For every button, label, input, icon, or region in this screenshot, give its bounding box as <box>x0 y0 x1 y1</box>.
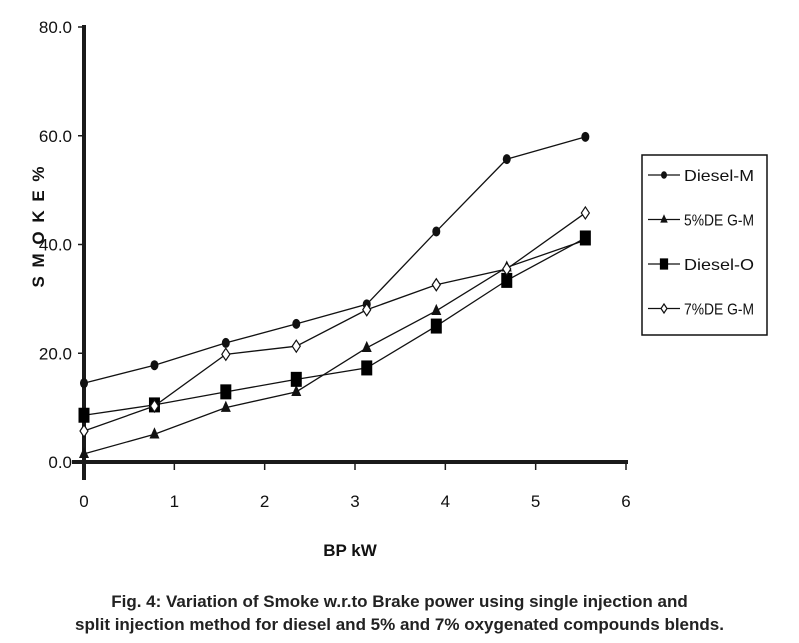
legend-item: 7%DE G-M <box>648 302 754 319</box>
series-diesel-m <box>80 131 590 389</box>
y-axis-title: S M O K E % <box>29 164 48 287</box>
x-ticks: 0 1 2 3 4 5 6 <box>79 462 631 511</box>
data-point-square <box>78 407 90 423</box>
y-tick-label: 0.0 <box>48 453 72 472</box>
data-point-circle <box>661 171 667 179</box>
data-point-triangle <box>79 446 89 459</box>
data-point-triangle <box>149 427 160 439</box>
y-tick-label: 20.0 <box>39 344 72 363</box>
x-tick-label: 2 <box>260 492 269 511</box>
data-point-square <box>290 371 302 387</box>
data-point-open-diamond <box>291 339 302 354</box>
data-point-triangle <box>361 340 372 353</box>
data-point-triangle <box>220 400 231 412</box>
data-point-square <box>430 318 442 334</box>
data-point-square <box>501 272 513 288</box>
series-group <box>78 131 591 459</box>
series-5-de-g-m <box>79 233 591 459</box>
data-point-open-diamond <box>221 347 231 362</box>
data-point-triangle <box>431 303 442 316</box>
data-point-triangle <box>660 214 668 223</box>
x-tick-label: 1 <box>170 492 179 511</box>
legend-item: 5%DE G-M <box>648 213 754 230</box>
caption-line-2: split injection method for diesel and 5%… <box>75 615 724 634</box>
y-tick-label: 40.0 <box>39 236 72 255</box>
data-point-open-diamond <box>149 398 160 414</box>
legend-label: Diesel-O <box>684 257 754 274</box>
x-tick-label: 3 <box>350 492 359 511</box>
data-point-circle <box>221 337 230 348</box>
x-tick-label: 5 <box>531 492 540 511</box>
data-point-open-diamond <box>580 205 591 221</box>
data-point-open-diamond <box>431 277 442 292</box>
legend-label: 5%DE G-M <box>684 213 754 230</box>
data-point-square <box>220 384 232 400</box>
data-point-circle <box>80 378 88 389</box>
data-point-square <box>579 230 591 246</box>
data-point-circle <box>432 226 441 237</box>
data-point-open-diamond <box>362 302 372 317</box>
legend-label: 7%DE G-M <box>684 302 754 319</box>
data-point-open-diamond <box>79 423 89 439</box>
data-point-square <box>659 258 669 270</box>
legend: Diesel-M 5%DE G-M Diesel-O 7%DE G-M <box>641 154 768 336</box>
data-point-open-diamond <box>660 302 668 315</box>
caption-line-1: Fig. 4: Variation of Smoke w.r.to Brake … <box>111 592 688 611</box>
y-tick-label: 80.0 <box>39 18 72 37</box>
data-point-circle <box>581 131 590 142</box>
figure-caption: Fig. 4: Variation of Smoke w.r.to Brake … <box>0 590 799 636</box>
x-tick-label: 4 <box>441 492 450 511</box>
legend-item: Diesel-M <box>648 168 754 185</box>
data-point-open-diamond <box>502 261 512 277</box>
series-line <box>83 239 586 455</box>
series-7-de-g-m <box>79 205 591 439</box>
series-line <box>83 136 586 384</box>
data-point-circle <box>292 318 301 329</box>
x-tick-label: 0 <box>79 492 88 511</box>
y-ticks: 0.0 20.0 40.0 60.0 80.0 <box>39 18 84 472</box>
legend-item: Diesel-O <box>648 257 754 274</box>
series-line <box>83 212 586 432</box>
x-tick-label: 6 <box>621 492 630 511</box>
data-point-circle <box>150 360 159 371</box>
series-line <box>83 237 586 416</box>
legend-label: Diesel-M <box>684 168 754 185</box>
data-point-square <box>361 360 373 376</box>
data-point-triangle <box>291 384 302 397</box>
data-point-circle <box>502 154 511 165</box>
y-tick-label: 60.0 <box>39 127 72 146</box>
x-axis-title: BP kW <box>323 541 377 560</box>
